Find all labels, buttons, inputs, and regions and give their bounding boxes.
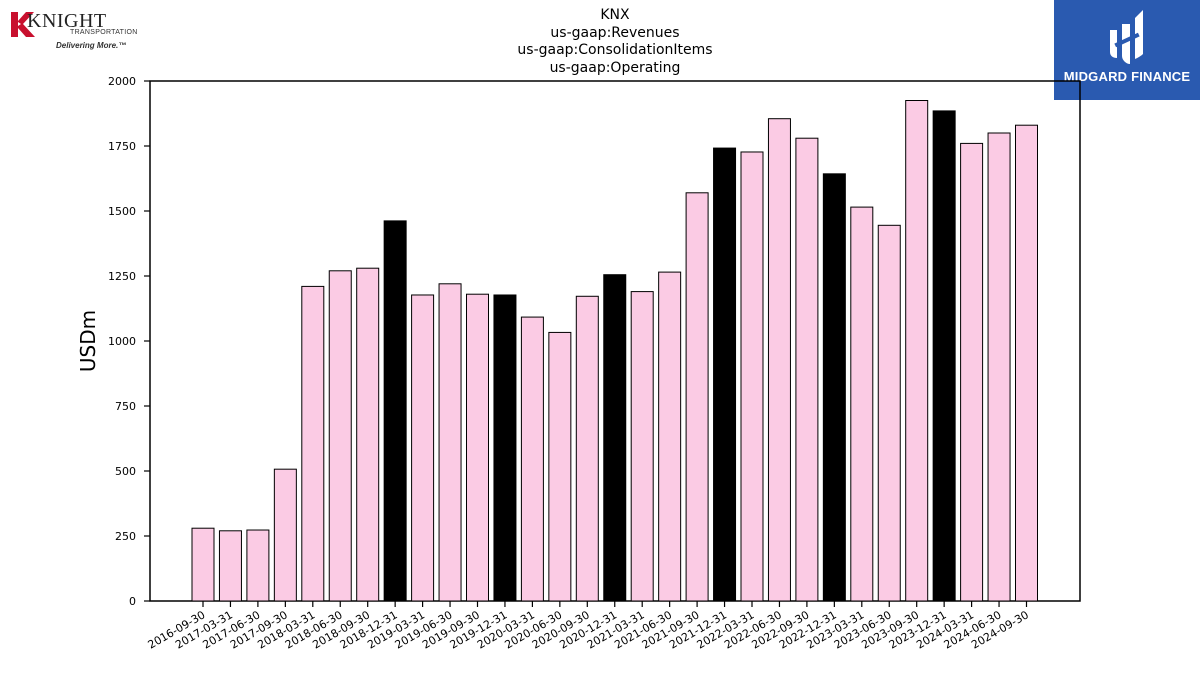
knight-logo-tagline: Delivering More.™: [56, 41, 127, 50]
y-tick-label: 0: [129, 595, 136, 608]
knight-logo-sub: TRANSPORTATION: [70, 29, 138, 36]
bar: [273, 468, 297, 602]
bar: [905, 100, 929, 602]
bar: [246, 529, 270, 602]
bar: [1015, 124, 1038, 602]
bar: [685, 192, 709, 602]
bar: [795, 137, 819, 602]
y-tick-label: 2000: [108, 75, 136, 88]
y-tick-label: 500: [115, 465, 136, 478]
bar: [520, 316, 544, 602]
title-line-2: us-gaap:Revenues: [550, 24, 680, 41]
y-tick-label: 1000: [108, 335, 136, 348]
bar: [960, 142, 984, 602]
bar: [356, 267, 380, 602]
bar: [411, 294, 435, 602]
y-tick-label: 250: [115, 530, 136, 543]
knight-k-icon: [11, 12, 35, 37]
bar: [575, 295, 599, 602]
page-title: KNX us-gaap:Revenues us-gaap:Consolidati…: [515, 7, 715, 77]
bar: [548, 331, 572, 602]
y-tick-label: 1750: [108, 140, 136, 153]
bar: [767, 118, 791, 602]
midgard-logo-name: MIDGARD FINANCE: [1063, 69, 1191, 84]
bar: [328, 270, 352, 602]
bar: [438, 283, 462, 602]
bar: [301, 285, 325, 602]
bar: [713, 147, 737, 602]
y-tick-label: 750: [115, 400, 136, 413]
title-line-4: us-gaap:Operating: [549, 59, 681, 76]
bar: [740, 151, 764, 602]
bar: [822, 173, 846, 602]
title-line-3: us-gaap:ConsolidationItems: [517, 42, 713, 58]
midgard-mark-icon: [1110, 10, 1143, 64]
y-tick-label: 1500: [108, 205, 136, 218]
bar: [493, 294, 517, 602]
bar: [932, 110, 956, 602]
bar: [630, 291, 654, 602]
y-axis-label: USDm: [76, 310, 100, 372]
midgard-finance-logo: MIDGARD FINANCE: [1054, 0, 1200, 100]
y-tick-label: 1250: [108, 270, 136, 283]
bar: [877, 224, 901, 602]
bar: [191, 527, 215, 602]
title-line-1: KNX: [600, 7, 630, 23]
bar: [466, 293, 489, 602]
bar: [603, 274, 627, 602]
bar: [218, 530, 242, 602]
bar: [658, 271, 682, 602]
knight-logo-word: KNIGHT: [27, 10, 107, 32]
bar: [850, 206, 874, 602]
bar: [987, 132, 1011, 602]
bar: [383, 220, 407, 602]
knight-transportation-logo: KNIGHT TRANSPORTATION Delivering More.™: [10, 8, 137, 54]
